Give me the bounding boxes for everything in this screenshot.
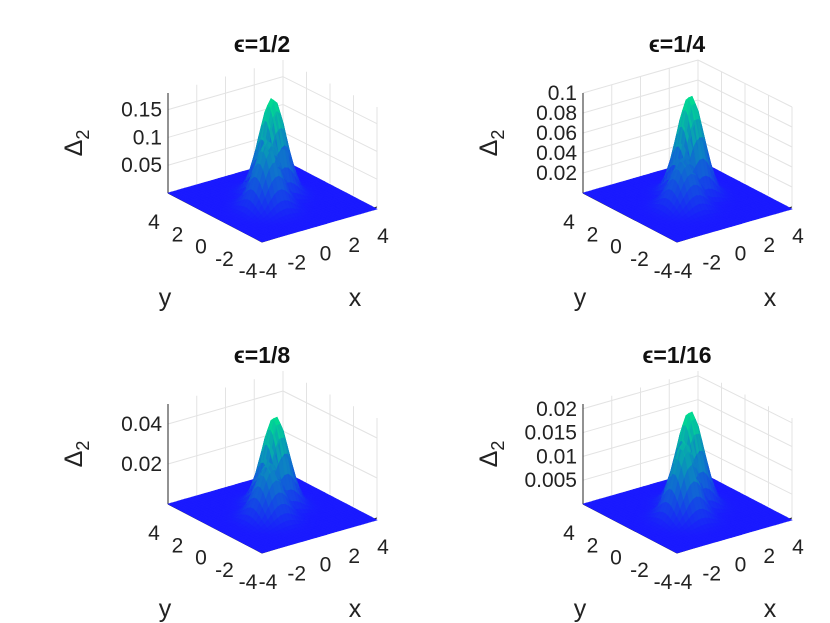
x-tick-label: -4 (259, 260, 278, 283)
x-tick-label: 4 (792, 225, 804, 248)
surface-mesh (167, 98, 378, 243)
z-tick-label: 0.01 (536, 445, 577, 468)
x-tick-label: -2 (287, 251, 306, 274)
y-tick-label: 0 (195, 547, 207, 570)
z-tick-label: 0.02 (536, 162, 577, 185)
y-tick-label: -4 (239, 571, 258, 594)
x-tick-label: 0 (320, 243, 332, 266)
y-tick-label: 4 (563, 522, 575, 545)
z-tick-label: 0.06 (536, 122, 577, 145)
surface-panel-4: ϵ=1/16 0.02 0.015 0.01 0.005 4 2 0 -2 -4 -4 -2 0 2 4 x y… (415, 311, 830, 622)
surface-mesh (582, 95, 793, 243)
z-axis-label: Δ2 (60, 441, 93, 468)
x-tick-label: 4 (792, 536, 804, 559)
surface-panel-2: ϵ=1/4 0.1 0.08 0.06 0.04 0.02 4 2 0 -2 -4 -4 -2 0 2 4 x y… (415, 0, 830, 311)
y-tick-label: 2 (172, 534, 184, 557)
z-tick-label: 0.05 (121, 154, 162, 177)
z-tick-label: 0.005 (524, 469, 577, 492)
z-tick-label: 0.1 (133, 126, 162, 149)
y-tick-label: 2 (172, 223, 184, 246)
x-tick-label: 0 (320, 554, 332, 577)
surface-mesh (167, 416, 378, 554)
y-tick-label: 4 (148, 211, 160, 234)
x-tick-label: -2 (702, 562, 721, 585)
x-tick-label: -2 (702, 251, 721, 274)
x-axis-label: x (764, 595, 777, 622)
z-axis-label: Δ2 (60, 130, 93, 157)
surface-panel-3: ϵ=1/8 0.04 0.02 4 2 0 -2 -4 -4 -2 0 2 4 x y Δ2 (0, 311, 415, 622)
y-axis-label: y (574, 595, 587, 622)
z-tick-label: 0.04 (536, 142, 577, 165)
x-tick-label: 2 (348, 545, 360, 568)
y-tick-label: -2 (215, 248, 234, 271)
y-tick-label: 2 (587, 223, 599, 246)
z-tick-label: 0.04 (121, 413, 162, 436)
y-tick-label: 0 (610, 547, 622, 570)
x-tick-label: -4 (674, 260, 693, 283)
z-tick-label: 0.02 (536, 398, 577, 421)
z-tick-label: 0.1 (548, 82, 577, 105)
chart-title: ϵ=1/16 (642, 342, 711, 368)
y-axis-label: y (159, 595, 172, 622)
chart-title: ϵ=1/8 (234, 342, 291, 368)
y-tick-label: -4 (654, 571, 673, 594)
x-tick-label: 4 (377, 536, 389, 559)
x-tick-label: -4 (674, 571, 693, 594)
x-tick-label: 2 (763, 234, 775, 257)
y-tick-label: -4 (654, 260, 673, 283)
z-tick-label: 0.015 (524, 422, 577, 445)
chart-title: ϵ=1/2 (234, 31, 290, 57)
x-tick-label: 2 (763, 545, 775, 568)
y-tick-label: 4 (563, 211, 575, 234)
z-tick-label: 0.08 (536, 102, 577, 125)
x-axis-label: x (349, 595, 362, 622)
z-axis-label: Δ2 (475, 130, 508, 157)
y-axis-label: y (574, 284, 587, 311)
y-tick-label: 0 (195, 236, 207, 259)
x-tick-label: -4 (259, 571, 278, 594)
x-tick-label: 4 (377, 225, 389, 248)
y-tick-label: -4 (239, 260, 258, 283)
x-axis-label: x (349, 284, 362, 311)
y-axis-label: y (159, 284, 172, 311)
x-tick-label: 0 (735, 554, 747, 577)
surface-panel-1: ϵ=1/2 0.15 0.1 0.05 4 2 0 -2 -4 -4 -2 0 2 4 x y Δ2 (0, 0, 415, 311)
y-tick-label: 0 (610, 236, 622, 259)
x-tick-label: 0 (735, 243, 747, 266)
z-tick-label: 0.02 (121, 453, 162, 476)
chart-title: ϵ=1/4 (649, 31, 706, 57)
y-tick-label: 4 (148, 522, 160, 545)
y-tick-label: -2 (630, 248, 649, 271)
x-tick-label: -2 (287, 562, 306, 585)
y-tick-label: -2 (630, 559, 649, 582)
x-tick-label: 2 (348, 234, 360, 257)
surface-mesh (582, 411, 793, 554)
z-tick-label: 0.15 (121, 99, 162, 122)
x-axis-label: x (764, 284, 777, 311)
y-tick-label: -2 (215, 559, 234, 582)
y-tick-label: 2 (587, 534, 599, 557)
z-axis-label: Δ2 (475, 441, 508, 468)
